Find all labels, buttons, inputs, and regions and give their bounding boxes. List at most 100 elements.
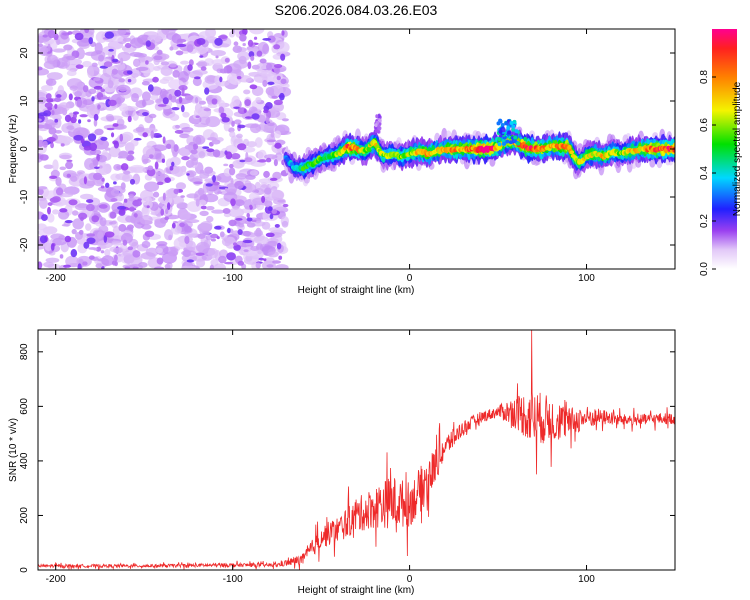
noise-blob — [144, 181, 160, 192]
noise-blob — [199, 55, 204, 58]
spectrogram-x-tick-label: 0 — [407, 273, 413, 284]
noise-blob — [233, 244, 241, 251]
noise-blob — [228, 219, 237, 227]
noise-blob — [100, 185, 105, 189]
noise-blob — [106, 115, 115, 122]
noise-blob — [264, 200, 273, 208]
noise-blob — [176, 38, 187, 43]
noise-blob — [160, 65, 173, 76]
noise-blob — [265, 232, 275, 238]
noise-blob — [235, 173, 248, 180]
noise-blob — [157, 104, 167, 107]
noise-blob — [95, 31, 108, 43]
ridge-spread — [508, 140, 513, 145]
noise-blob — [117, 155, 123, 159]
noise-blob — [195, 241, 211, 253]
noise-blob — [144, 230, 155, 238]
snr-x-tick-label: 100 — [578, 574, 595, 585]
snr-y-label: SNR (10 * v/v) — [8, 418, 19, 482]
noise-blob — [77, 203, 87, 209]
noise-blob — [247, 61, 252, 70]
noise-blob — [176, 43, 187, 48]
noise-blob — [207, 247, 219, 259]
noise-blob — [244, 116, 253, 119]
snr-y-axis: 0 200 400 600 800 — [19, 343, 675, 573]
noise-blob — [186, 173, 190, 176]
noise-blob — [272, 171, 282, 180]
noise-blob — [127, 78, 132, 83]
noise-blob — [265, 86, 275, 96]
ridge-spread — [498, 129, 503, 134]
noise-blob — [199, 169, 205, 174]
noise-blob — [79, 114, 88, 118]
noise-blob — [178, 71, 189, 83]
noise-blob — [276, 242, 282, 250]
noise-blob — [179, 222, 185, 227]
noise-blob — [230, 177, 234, 185]
noise-blob — [282, 203, 289, 208]
noise-blob — [52, 237, 68, 246]
noise-blob — [111, 260, 117, 266]
noise-blob — [262, 79, 268, 87]
noise-blob — [69, 85, 78, 91]
noise-blob — [160, 61, 170, 66]
noise-blob — [141, 207, 149, 215]
noise-blob — [94, 128, 104, 136]
ridge-spread — [497, 142, 502, 147]
noise-blob — [133, 213, 138, 218]
noise-blob — [82, 60, 92, 68]
noise-blob — [78, 119, 82, 124]
noise-blob — [124, 42, 132, 49]
ridge-spread — [507, 130, 512, 135]
noise-blob — [88, 37, 93, 45]
noise-blob — [129, 178, 136, 185]
noise-blob — [38, 43, 43, 48]
noise-blob — [126, 154, 134, 162]
noise-blob — [156, 257, 164, 265]
noise-blob — [108, 146, 121, 158]
noise-blob — [231, 153, 241, 160]
noise-blob — [61, 107, 68, 116]
noise-blob — [100, 96, 110, 100]
noise-blob — [210, 233, 219, 239]
noise-blob — [66, 70, 77, 77]
snr-x-axis: -200 -100 0 100 — [46, 330, 595, 585]
noise-blob — [141, 80, 150, 86]
noise-blob — [80, 138, 85, 144]
noise-blob — [48, 127, 57, 135]
noise-blob — [44, 240, 54, 252]
noise-blob — [243, 89, 251, 95]
spectrogram-x-axis: -200 -100 0 100 — [46, 29, 595, 284]
noise-blob — [150, 130, 155, 139]
noise-blob — [193, 123, 209, 128]
noise-blob — [272, 260, 282, 264]
colorbar-tick-label: 0.6 — [699, 118, 710, 132]
noise-blob — [179, 211, 191, 220]
noise-blob — [76, 170, 86, 175]
noise-blob — [146, 205, 150, 209]
noise-blob — [253, 235, 269, 244]
noise-blob — [206, 215, 214, 223]
noise-blob — [267, 122, 275, 127]
noise-blob — [219, 249, 228, 259]
noise-blob — [52, 159, 59, 172]
noise-blob — [98, 165, 103, 169]
noise-blob — [51, 196, 61, 203]
noise-blob — [155, 135, 163, 138]
noise-blob — [266, 264, 274, 268]
noise-blob — [249, 29, 265, 35]
noise-blob — [199, 210, 209, 217]
noise-blob — [118, 86, 127, 92]
noise-blob — [218, 255, 227, 264]
noise-blob — [238, 223, 245, 228]
noise-blob — [235, 218, 243, 221]
noise-blob — [58, 210, 70, 220]
noise-blob — [85, 203, 95, 212]
noise-blob — [76, 40, 90, 47]
snr-series-line — [38, 330, 675, 570]
spectrogram-y-label: Frequency (Hz) — [8, 115, 19, 184]
noise-blob — [262, 43, 270, 55]
noise-blob — [145, 247, 159, 257]
noise-blob — [88, 88, 97, 95]
